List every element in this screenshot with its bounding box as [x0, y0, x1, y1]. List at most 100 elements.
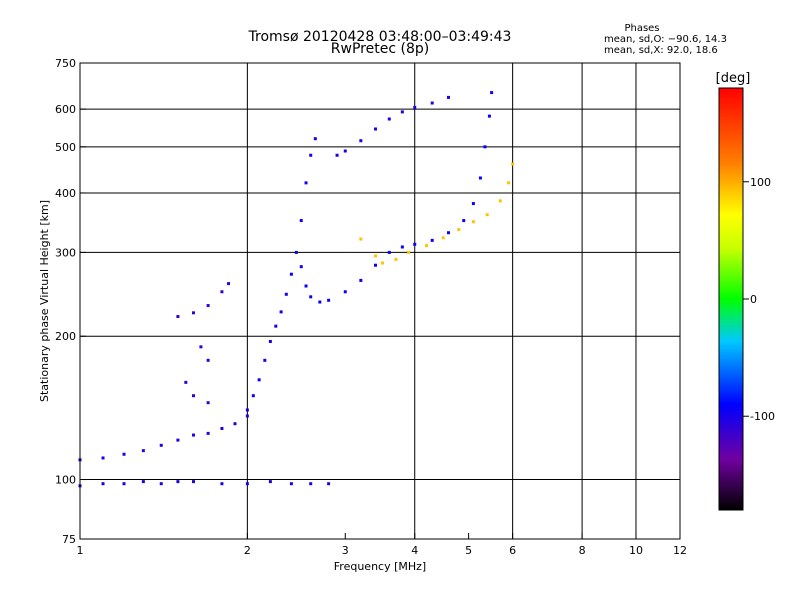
data-point [373, 263, 377, 267]
data-point [400, 110, 404, 114]
data-points [78, 91, 515, 488]
colorbar-ticks: 100 0 -100 [743, 176, 775, 423]
data-point [359, 237, 363, 241]
data-point [122, 482, 126, 486]
y-axis-label: Stationary phase Virtual Height [km] [38, 200, 51, 402]
data-point [279, 310, 283, 314]
data-point [343, 149, 347, 153]
y-tick-label: 200 [55, 330, 76, 343]
data-point [227, 282, 231, 286]
data-point [122, 452, 126, 456]
data-point [309, 482, 313, 486]
x-tick-label: 12 [673, 544, 687, 557]
data-point [268, 339, 272, 343]
data-point [206, 401, 210, 405]
plot-frame [79, 62, 681, 540]
data-point [245, 414, 249, 418]
y-tick-label: 75 [62, 533, 76, 546]
data-point [446, 95, 450, 99]
colorbar-tick-label: -100 [750, 410, 775, 423]
x-tick-label: 6 [509, 544, 516, 557]
data-point [274, 324, 278, 328]
data-point [206, 358, 210, 362]
data-point [191, 433, 195, 437]
data-point [407, 250, 411, 254]
data-point [206, 431, 210, 435]
y-axis-ticks: 75 100 200 300 400 500 600 750 [55, 57, 86, 546]
data-point [478, 176, 482, 180]
y-tick-label: 500 [55, 141, 76, 154]
grid [80, 63, 680, 539]
data-point [299, 219, 303, 223]
y-tick-label: 600 [55, 103, 76, 116]
data-point [233, 422, 237, 426]
data-point [184, 380, 188, 384]
data-point [490, 91, 494, 95]
data-point [394, 257, 398, 261]
data-point [373, 127, 377, 131]
y-tick-label: 300 [55, 246, 76, 259]
y-tick-label: 400 [55, 187, 76, 200]
data-point [284, 292, 288, 296]
x-axis-ticks: 1 2 3 4 5 6 8 10 12 [77, 533, 687, 557]
phases-mean-o: mean, sd,O: −90.6, 14.3 [604, 34, 727, 45]
data-point [289, 272, 293, 276]
y-tick-label: 100 [55, 474, 76, 487]
data-point [141, 449, 145, 453]
data-point [101, 456, 105, 460]
data-point [257, 378, 261, 382]
data-point [359, 278, 363, 282]
data-point [457, 228, 461, 232]
data-point [245, 482, 249, 486]
data-point [191, 311, 195, 315]
data-point [101, 482, 105, 486]
data-point [263, 358, 267, 362]
data-point [294, 250, 298, 254]
x-tick-label: 8 [579, 544, 586, 557]
data-point [400, 245, 404, 249]
data-point [220, 426, 224, 430]
colorbar-label: [deg] [716, 71, 751, 86]
data-point [343, 290, 347, 294]
data-point [159, 482, 163, 486]
data-point [430, 238, 434, 242]
data-point [206, 304, 210, 308]
data-point [191, 480, 195, 484]
data-point [327, 482, 331, 486]
data-point [176, 438, 180, 442]
data-point [511, 162, 515, 166]
data-point [245, 408, 249, 412]
chart-subtitle: RwPretec (8p) [331, 41, 429, 57]
data-point [471, 220, 475, 224]
data-point [318, 300, 322, 304]
data-point [359, 139, 363, 143]
data-point [335, 153, 339, 157]
data-point [485, 213, 489, 217]
colorbar-tick-label: 100 [750, 176, 771, 189]
y-tick-label: 750 [55, 57, 76, 70]
data-point [251, 394, 255, 398]
data-point [304, 284, 308, 288]
data-point [498, 199, 502, 203]
data-point [304, 181, 308, 185]
data-point [387, 117, 391, 121]
data-point [413, 105, 417, 109]
data-point [413, 242, 417, 246]
data-point [309, 153, 313, 157]
data-point [487, 114, 491, 118]
chart-title: Tromsø 20120428 03:48:00–03:49:43 [248, 29, 512, 45]
data-point [176, 480, 180, 484]
x-tick-label: 1 [77, 544, 84, 557]
phases-heading: Phases [624, 23, 659, 34]
data-point [471, 202, 475, 206]
phases-mean-x: mean, sd,X: 92.0, 18.6 [604, 45, 718, 56]
data-point [327, 298, 331, 302]
data-point [199, 345, 203, 349]
data-point [462, 219, 466, 223]
data-point [176, 315, 180, 319]
data-point [430, 101, 434, 105]
data-point [289, 482, 293, 486]
data-point [387, 250, 391, 254]
data-point [268, 480, 272, 484]
